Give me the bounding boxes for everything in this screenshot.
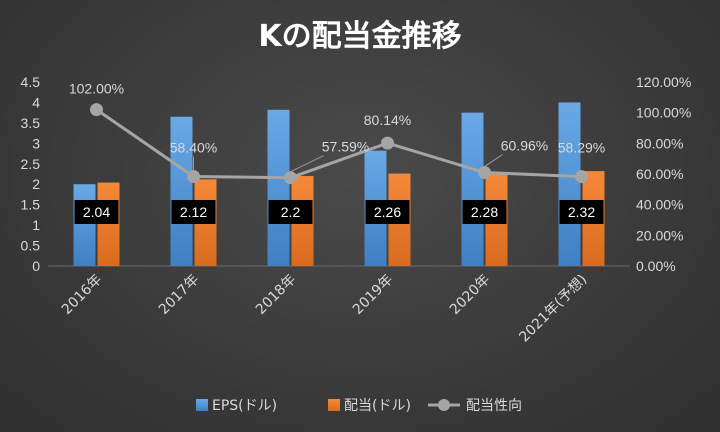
y-left-tick-label: 1 xyxy=(32,217,40,233)
y-right-tick-label: 80.00% xyxy=(636,135,683,151)
x-tick-label: 2019年 xyxy=(350,272,396,318)
dividend-value-box xyxy=(268,200,313,224)
y-left-tick-label: 4.5 xyxy=(21,74,41,90)
y-right-tick-label: 60.00% xyxy=(636,166,683,182)
x-tick-label: 2017年 xyxy=(156,272,202,318)
y-right-tick-label: 40.00% xyxy=(636,197,683,213)
x-tick-label: 2016年 xyxy=(59,272,105,318)
y-left-tick-label: 0 xyxy=(32,258,40,274)
dividend-value-label: 2.32 xyxy=(568,204,595,220)
dividend-value-label: 2.26 xyxy=(374,204,401,220)
dividend-value-box xyxy=(74,200,119,224)
y-left-tick-label: 3.5 xyxy=(21,115,41,131)
payout-ratio-label: 80.14% xyxy=(364,112,411,128)
payout-ratio-point xyxy=(478,166,491,180)
leader-line xyxy=(290,155,324,173)
payout-ratio-label: 58.40% xyxy=(170,139,217,155)
eps-bar xyxy=(461,112,484,267)
payout-ratio-point xyxy=(90,103,103,117)
chart-title: Kの配当金推移 xyxy=(258,19,461,54)
legend-dividend-swatch xyxy=(328,399,340,411)
payout-ratio-point xyxy=(381,136,394,150)
y-left-tick-label: 4 xyxy=(32,94,40,110)
dividend-value-label: 2.04 xyxy=(83,204,110,220)
eps-bar xyxy=(170,116,193,266)
payout-ratio-point xyxy=(575,170,588,184)
leader-line xyxy=(484,154,503,167)
legend-dividend-label: 配当(ドル) xyxy=(344,398,411,414)
legend-ratio-marker xyxy=(438,399,450,411)
payout-ratio-point xyxy=(187,169,200,183)
dividend-value-box xyxy=(462,200,507,224)
dividend-value-box xyxy=(365,200,410,224)
dividend-value-label: 2.2 xyxy=(281,204,301,220)
dividend-value-label: 2.28 xyxy=(471,204,498,220)
y-right-tick-label: 120.00% xyxy=(636,74,691,90)
y-left-tick-label: 1.5 xyxy=(21,197,41,213)
y-right-tick-label: 0.00% xyxy=(636,258,676,274)
dividend-value-box xyxy=(171,200,216,224)
eps-bar xyxy=(558,102,581,266)
eps-bar xyxy=(267,109,290,266)
dividend-bar xyxy=(97,182,120,266)
eps-bar xyxy=(73,184,96,266)
x-tick-label: 2021年(予想) xyxy=(516,272,590,346)
dividend-value-label: 2.12 xyxy=(180,204,207,220)
legend-ratio-label: 配当性向 xyxy=(466,398,522,414)
payout-ratio-line xyxy=(95,108,582,180)
payout-ratio-label: 102.00% xyxy=(69,81,124,97)
y-left-tick-label: 0.5 xyxy=(21,238,41,254)
line-layer xyxy=(90,103,588,185)
dividend-value-box xyxy=(559,200,604,224)
y-left-tick-label: 2.5 xyxy=(21,156,41,172)
y-right-tick-label: 100.00% xyxy=(636,105,691,121)
payout-ratio-label: 57.59% xyxy=(322,139,369,155)
legend-eps-swatch xyxy=(196,399,208,411)
x-tick-label: 2018年 xyxy=(253,272,299,318)
payout-ratio-point xyxy=(284,171,297,185)
legend-eps-label: EPS(ドル) xyxy=(212,398,277,414)
y-left-tick-label: 3 xyxy=(32,135,40,151)
payout-ratio-label: 60.96% xyxy=(501,138,548,154)
y-left-tick-label: 2 xyxy=(32,176,40,192)
legend: EPS(ドル) 配当(ドル) 配当性向 xyxy=(196,398,522,414)
y-right-tick-label: 20.00% xyxy=(636,227,683,243)
labels-layer: 102.00% 58.40% 57.59% 80.14% 60.96% 58.29% 2.0… xyxy=(69,81,605,224)
x-tick-label: 2020年 xyxy=(447,272,493,318)
bars-layer xyxy=(73,102,605,267)
payout-ratio-label: 58.29% xyxy=(558,140,605,156)
